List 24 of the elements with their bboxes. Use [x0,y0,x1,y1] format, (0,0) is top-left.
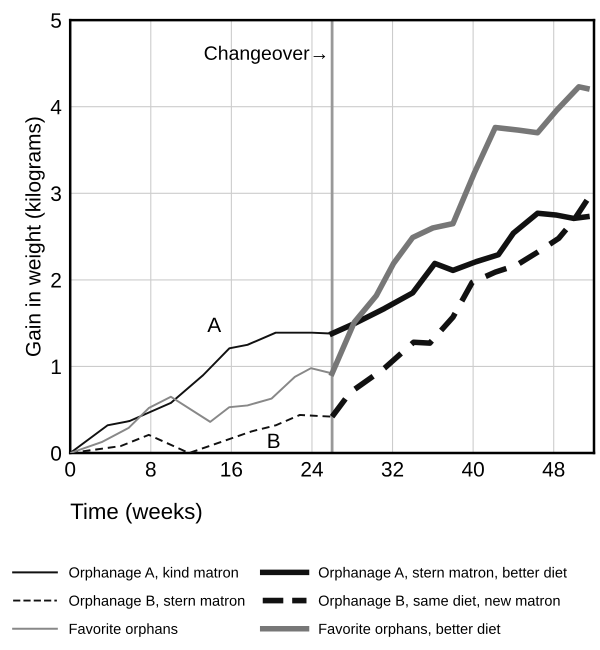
y-axis-title: Gain in weight (kilograms) [25,117,45,356]
x-tick-label: 40 [462,462,484,477]
annotation: B [268,434,280,448]
y-tick-label: 1 [52,360,61,374]
x-axis-title: Time (weeks) [70,502,202,524]
x-tick-label: 48 [542,462,564,477]
x-tick-label: 24 [301,462,323,476]
legend-label: Orphanage A, stern matron, better diet [318,566,567,581]
y-tick-label: 5 [51,13,61,28]
legend-label: Orphanage B, stern matron [69,595,244,609]
x-tick-label: 32 [382,462,404,477]
ref-line-label: Changeover→ [204,46,326,64]
y-tick-label: 4 [50,100,62,114]
y-tick-label: 0 [51,446,62,461]
x-tick-label: 16 [221,462,242,477]
y-tick-label: 2 [51,272,61,288]
x-tick-label: 0 [65,462,76,477]
legend-label: Favorite orphans, better diet [319,623,500,637]
legend-label: Favorite orphans [70,623,178,637]
y-tick-label: 3 [51,186,61,202]
x-tick-label: 8 [146,462,156,477]
legend-label: Orphanage A, kind matron [69,566,238,581]
legend-label: Orphanage B, same diet, new matron [318,595,560,609]
annotation: A [207,318,222,332]
